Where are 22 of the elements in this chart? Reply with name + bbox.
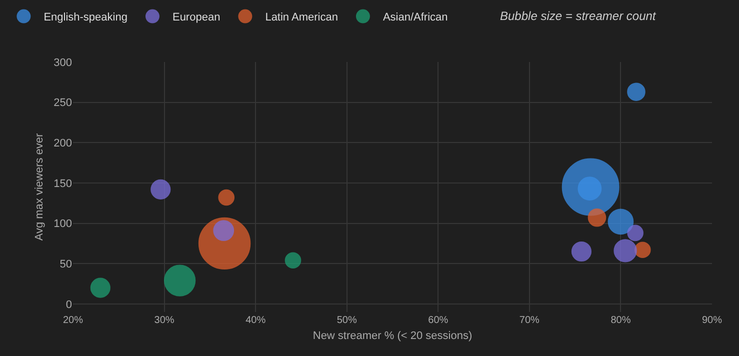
x-tick-label: 20% bbox=[62, 315, 84, 326]
x-tick-label: 90% bbox=[702, 315, 722, 326]
y-axis-title: Avg max viewers ever bbox=[33, 132, 46, 241]
legend-label: English-speaking bbox=[44, 12, 128, 24]
y-tick-label: 150 bbox=[54, 178, 72, 190]
x-tick-label: 80% bbox=[610, 315, 631, 326]
y-tick-label: 250 bbox=[54, 97, 72, 110]
x-tick-label: 50% bbox=[336, 315, 357, 326]
legend-label: Latin American bbox=[265, 12, 338, 24]
x-tick-label: 30% bbox=[154, 315, 174, 326]
x-tick-label: 60% bbox=[428, 315, 448, 326]
legend-label: Asian/African bbox=[382, 12, 448, 24]
x-tick-label: 40% bbox=[246, 315, 266, 326]
x-tick-label: 70% bbox=[519, 315, 540, 326]
y-tick-label: 0 bbox=[66, 298, 72, 311]
y-tick-label: 200 bbox=[54, 138, 72, 150]
text: Bubble size = streamer count bbox=[500, 9, 656, 23]
y-tick-label: 300 bbox=[54, 56, 72, 69]
legend-label: European bbox=[172, 12, 220, 24]
x-axis-title: New streamer % (< 20 sessions) bbox=[312, 330, 472, 342]
y-tick-label: 50 bbox=[60, 258, 72, 270]
y-tick-label: 100 bbox=[54, 218, 72, 230]
